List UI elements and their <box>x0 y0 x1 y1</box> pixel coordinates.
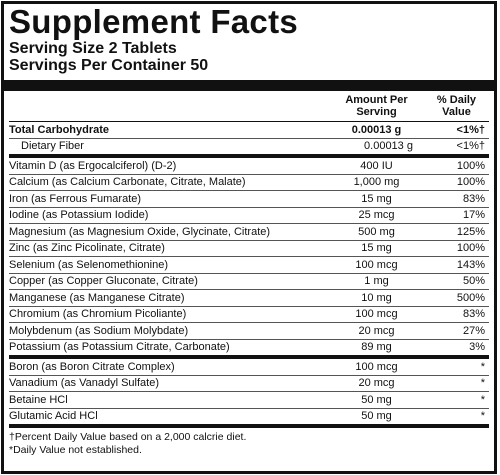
amount: 500 mg <box>358 225 395 238</box>
amount: 400 IU <box>360 159 393 172</box>
nutrient-name: Betaine HCl <box>9 393 68 406</box>
nutrient-row: Molybdenum (as Sodium Molybdate) 20 mcg 27… <box>9 323 489 340</box>
nutrient-row: Glutamic Acid HCl 50 mg * <box>9 409 489 425</box>
nutrient-row: Vitamin D (as Ergocalciferol) (D-2) 400 I… <box>9 158 489 175</box>
nutrient-row: Magnesium (as Magnesium Oxide, Glycinate… <box>9 224 489 241</box>
amount: 0.00013 g <box>351 123 402 136</box>
amount: 100 mcg <box>355 258 398 271</box>
table-body: Total Carbohydrate 0.00013 g <1%† Dietary F… <box>9 122 489 457</box>
nutrient-name: Total Carbohydrate <box>9 123 110 136</box>
nutrient-row: Iron (as Ferrous Fumarate) 15 mg 83% <box>9 191 489 208</box>
nutrient-name: Manganese (as Manganese Citrate) <box>9 291 185 304</box>
nutrient-row: Copper (as Copper Gluconate, Citrate) 1 m… <box>9 274 489 290</box>
daily-value: 17% <box>462 209 485 222</box>
nutrient-name: Selenium (as Selenomethionine) <box>9 258 168 271</box>
serving-size: Serving Size 2 Tablets <box>9 40 177 57</box>
amount: 1,000 mg <box>353 176 400 189</box>
footnote: *Daily Value not established. <box>9 444 142 456</box>
footnotes: †Percent Daily Value based on a 2,000 ca… <box>9 428 489 457</box>
daily-value: 500% <box>456 291 485 304</box>
servings-per-container: Servings Per Container 50 <box>9 57 209 74</box>
nutrient-name: Magnesium (as Magnesium Oxide, Glycinate… <box>9 225 271 238</box>
nutrient-row: Vanadium (as Vanadyl Sulfate) 20 mcg * <box>9 376 489 392</box>
daily-value: 100% <box>456 176 485 189</box>
amount: 100 mcg <box>355 360 398 373</box>
amount: 20 mcg <box>358 324 395 337</box>
amount: 50 mg <box>361 393 392 406</box>
nutrient-row: Iodine (as Potassium Iodide) 25 mcg 17% <box>9 208 489 224</box>
daily-value: <1%† <box>456 140 485 153</box>
nutrient-row: Manganese (as Manganese Citrate) 10 mg 500… <box>9 290 489 307</box>
daily-value: 100% <box>456 159 485 172</box>
nutrient-name: Molybdenum (as Sodium Molybdate) <box>9 324 189 337</box>
nutrient-name: Iron (as Ferrous Fumarate) <box>9 192 142 205</box>
daily-value: 50% <box>462 275 485 288</box>
nutrient-row: Calcium (as Calcium Carbonate, Citrate, … <box>9 175 489 191</box>
header: Supplement Facts Serving Size 2 Tablets … <box>4 4 494 457</box>
amount: 15 mg <box>361 242 392 255</box>
daily-value: * <box>480 393 485 406</box>
daily-value: * <box>480 360 485 373</box>
section: Boron (as Boron Citrate Complex) 100 mcg *… <box>9 359 489 424</box>
nutrient-name: Copper (as Copper Gluconate, Citrate) <box>9 275 198 288</box>
amount: 10 mg <box>361 291 392 304</box>
nutrient-row: Selenium (as Selenomethionine) 100 mcg 143… <box>9 257 489 274</box>
amount: 15 mg <box>361 192 392 205</box>
amount-header: Amount Per Serving <box>345 94 408 118</box>
daily-value: * <box>480 377 485 390</box>
amount: 89 mg <box>361 341 392 354</box>
daily-value: 83% <box>462 192 485 205</box>
nutrient-name: Glutamic Acid HCl <box>9 410 98 423</box>
nutrient-name: Vanadium (as Vanadyl Sulfate) <box>9 377 160 390</box>
nutrient-name: Dietary Fiber <box>21 140 84 153</box>
section: Vitamin D (as Ergocalciferol) (D-2) 400 I… <box>9 158 489 355</box>
daily-value-header: % Daily Value <box>436 94 477 118</box>
section: Total Carbohydrate 0.00013 g <1%† Dietary F… <box>9 122 489 154</box>
nutrient-name: Potassium (as Potassium Citrate, Carbona… <box>9 341 230 354</box>
title: Supplement Facts <box>9 3 299 40</box>
daily-value: * <box>480 410 485 423</box>
nutrient-row: Dietary Fiber 0.00013 g <1%† <box>9 139 489 155</box>
nutrient-name: Chromium (as Chromium Picoliante) <box>9 308 187 321</box>
column-header: Amount Per Serving % Daily Value <box>9 91 489 122</box>
footnote: †Percent Daily Value based on a 2,000 ca… <box>9 431 247 443</box>
daily-value: 27% <box>462 324 485 337</box>
nutrient-name: Zinc (as Zinc Picolinate, Citrate) <box>9 242 165 255</box>
nutrient-name: Boron (as Boron Citrate Complex) <box>9 360 175 373</box>
nutrient-row: Betaine HCl 50 mg * <box>9 392 489 409</box>
nutrient-row: Zinc (as Zinc Picolinate, Citrate) 15 mg 1… <box>9 241 489 257</box>
amount: 20 mcg <box>358 377 395 390</box>
section-divider <box>9 424 489 428</box>
daily-value: 143% <box>456 258 485 271</box>
nutrient-row: Total Carbohydrate 0.00013 g <1%† <box>9 122 489 139</box>
nutrient-row: Boron (as Boron Citrate Complex) 100 mcg * <box>9 359 489 376</box>
amount: 25 mcg <box>358 209 395 222</box>
daily-value: 83% <box>462 308 485 321</box>
amount: 50 mg <box>361 410 392 423</box>
daily-value: 3% <box>469 341 485 354</box>
daily-value: 100% <box>456 242 485 255</box>
section-divider <box>9 355 489 359</box>
nutrient-row: Potassium (as Potassium Citrate, Carbona… <box>9 340 489 356</box>
nutrient-name: Calcium (as Calcium Carbonate, Citrate, … <box>9 176 246 189</box>
amount: 100 mcg <box>355 308 398 321</box>
section-divider <box>9 154 489 158</box>
nutrient-name: Iodine (as Potassium Iodide) <box>9 209 149 222</box>
nutrient-row: Chromium (as Chromium Picoliante) 100 mcg… <box>9 307 489 323</box>
amount: 0.00013 g <box>364 140 413 153</box>
amount: 1 mg <box>364 275 389 288</box>
daily-value: 125% <box>456 225 485 238</box>
nutrient-name: Vitamin D (as Ergocalciferol) (D-2) <box>9 159 177 172</box>
divider-bar <box>4 80 494 91</box>
daily-value: <1%† <box>456 123 485 136</box>
